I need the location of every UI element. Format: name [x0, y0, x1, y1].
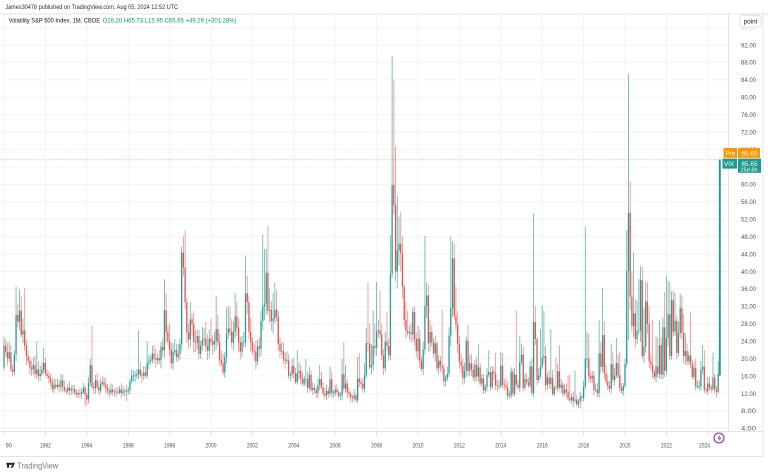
svg-text:2016: 2016: [537, 443, 548, 450]
svg-text:16.00: 16.00: [741, 373, 756, 380]
svg-text:48.00: 48.00: [741, 234, 756, 241]
svg-text:92.00: 92.00: [741, 42, 756, 49]
svg-text:2022: 2022: [661, 443, 672, 450]
svg-text:8.00: 8.00: [741, 408, 756, 415]
svg-text:96.00: 96.00: [741, 25, 756, 32]
svg-text:2020: 2020: [620, 443, 631, 450]
svg-text:72.00: 72.00: [741, 129, 756, 136]
svg-text:2002: 2002: [247, 443, 258, 450]
svg-text:2006: 2006: [330, 443, 341, 450]
svg-text:56.00: 56.00: [741, 199, 756, 206]
svg-text:2008: 2008: [371, 443, 382, 450]
svg-text:1992: 1992: [40, 443, 51, 450]
svg-text:65.65: 65.65: [742, 161, 758, 168]
svg-text:32.00: 32.00: [741, 304, 756, 311]
svg-text:90: 90: [6, 443, 12, 450]
svg-text:25d 8h: 25d 8h: [741, 168, 758, 174]
svg-text:2014: 2014: [495, 443, 506, 450]
svg-text:2018: 2018: [578, 443, 589, 450]
svg-text:point: point: [744, 19, 758, 26]
svg-text:60.00: 60.00: [741, 182, 756, 189]
svg-text:2012: 2012: [454, 443, 465, 450]
svg-text:52.00: 52.00: [741, 217, 756, 224]
svg-text:TradingView: TradingView: [17, 461, 58, 470]
svg-text:88.00: 88.00: [741, 60, 756, 67]
svg-text:1996: 1996: [123, 443, 134, 450]
svg-text:Pre: Pre: [726, 150, 736, 157]
svg-text:4.00: 4.00: [741, 426, 756, 433]
svg-text:80.00: 80.00: [741, 95, 756, 102]
svg-text:2024: 2024: [699, 443, 710, 450]
svg-text:2000: 2000: [206, 443, 217, 450]
svg-text:84.00: 84.00: [741, 77, 756, 84]
svg-text:1994: 1994: [81, 443, 92, 450]
svg-text:O16.20 H65.73 L15.95 C65.65: O16.20 H65.73 L15.95 C65.65 +49.29 (+301…: [103, 17, 237, 24]
svg-text:20.00: 20.00: [741, 356, 756, 363]
svg-text:24.00: 24.00: [741, 338, 756, 345]
svg-text:76.00: 76.00: [741, 112, 756, 119]
svg-text:James30478 published on Tradin: James30478 published on TradingView.com,…: [5, 4, 178, 11]
svg-text:12.00: 12.00: [741, 391, 756, 398]
svg-text:28.00: 28.00: [741, 321, 756, 328]
svg-text:2010: 2010: [413, 443, 424, 450]
svg-text:2004: 2004: [288, 443, 299, 450]
svg-text:44.00: 44.00: [741, 251, 756, 258]
svg-text:1998: 1998: [164, 443, 175, 450]
svg-text:40.00: 40.00: [741, 269, 756, 276]
svg-text:36.00: 36.00: [741, 286, 756, 293]
svg-text:65.65: 65.65: [742, 150, 758, 157]
svg-text:VIX: VIX: [724, 161, 735, 168]
svg-text:Volatility S&P 500 Index, 1M,: Volatility S&P 500 Index, 1M, CBOE: [9, 17, 101, 24]
